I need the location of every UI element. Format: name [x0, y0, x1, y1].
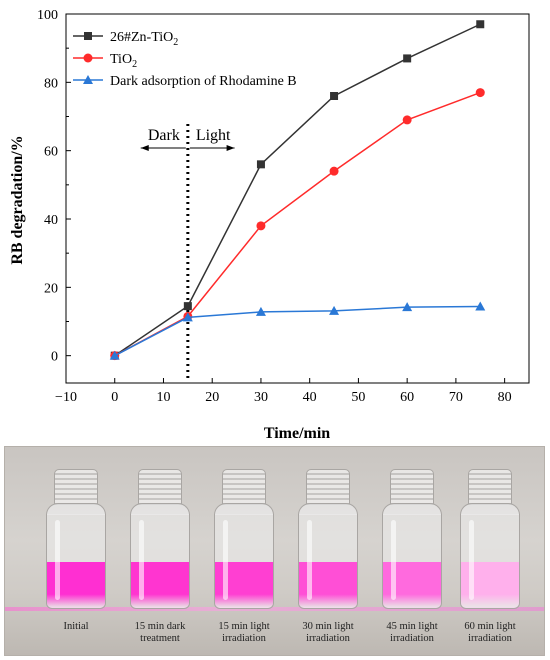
y-tick-label: 80 — [44, 76, 58, 91]
series-0-point — [330, 92, 339, 100]
vial-caption-line: irradiation — [222, 633, 266, 644]
vial-caption-line: Initial — [63, 621, 89, 632]
x-tick-label: 40 — [303, 390, 317, 405]
series-1-point — [329, 166, 339, 176]
x-tick-label: 10 — [156, 390, 170, 405]
y-tick-label: 60 — [44, 145, 58, 160]
vial-4 — [295, 469, 361, 609]
vial-body — [298, 514, 358, 609]
vial-caption-2: 15 min dark treatment — [118, 621, 202, 645]
vial-body — [46, 514, 106, 609]
vial-caption-line: irradiation — [390, 633, 434, 644]
vial-caption-line: 45 min light — [386, 621, 438, 632]
y-axis-label: RB degradation/% — [9, 135, 26, 264]
vial-body — [130, 514, 190, 609]
series-2-point — [255, 306, 266, 316]
vial-glint — [139, 520, 144, 600]
series-0-point — [256, 160, 265, 169]
vials-photo: Initial 15 min dark treatment 15 min light i… — [4, 446, 545, 656]
vial-body — [214, 514, 274, 609]
light-arrow-head — [226, 145, 235, 151]
vial-caption-line: treatment — [140, 633, 180, 644]
vial-caption-line: 15 min dark — [134, 621, 186, 632]
vial-6 — [457, 469, 523, 609]
vial-caption-line: irradiation — [306, 633, 350, 644]
vial-caption-4: 30 min light irradiation — [286, 621, 370, 645]
series-2-point — [329, 305, 340, 315]
plot-frame — [65, 13, 530, 384]
series-2-point — [475, 301, 486, 311]
pink-reflection — [5, 607, 544, 611]
vial-3 — [211, 469, 277, 609]
series-1-point — [256, 221, 266, 231]
series-0-point — [403, 54, 412, 63]
series-line-0 — [114, 23, 481, 357]
series-0-point — [183, 302, 192, 311]
vial-caption-1: Initial — [34, 621, 118, 633]
x-tick-label: 70 — [449, 390, 463, 405]
series-line-1 — [114, 91, 481, 357]
legend-label-1: TiO2 — [110, 52, 137, 70]
vial-caption-line: 15 min light — [218, 621, 270, 632]
y-tick-label: 40 — [44, 213, 58, 228]
x-tick-label: 80 — [498, 390, 512, 405]
x-tick-label: 50 — [351, 390, 365, 405]
x-axis-label: Time/min — [264, 425, 330, 442]
x-tick-label: −10 — [55, 390, 77, 405]
degradation-chart: −10 0 10 20 30 40 50 60 70 80 0 20 40 60 80 100 Dark Lig… — [9, 8, 530, 442]
legend-marker-0 — [84, 32, 92, 40]
dark-arrow-head — [140, 145, 149, 151]
chart-svg: −10 0 10 20 30 40 50 60 70 80 0 20 40 60 80 100 Dark Lig… — [9, 8, 530, 442]
vial-2 — [127, 469, 193, 609]
light-label: Light — [196, 127, 231, 144]
vial-caption-line: 60 min light — [464, 621, 516, 632]
dark-label: Dark — [148, 127, 180, 144]
legend-marker-2 — [83, 75, 93, 84]
legend-marker-1 — [83, 53, 93, 63]
vial-glint — [391, 520, 396, 600]
vial-1 — [43, 469, 109, 609]
series-2-point — [402, 302, 413, 312]
vial-glint — [55, 520, 60, 600]
vial-neck — [390, 469, 434, 505]
y-tick-label: 100 — [37, 8, 58, 23]
vial-caption-line: 30 min light — [302, 621, 354, 632]
series-line-2 — [114, 305, 481, 357]
vial-neck — [468, 469, 512, 505]
vial-neck — [54, 469, 98, 505]
legend-label-2: Dark adsorption of Rhodamine B — [110, 74, 297, 89]
vial-glint — [469, 520, 474, 600]
series-1-point — [475, 88, 485, 98]
vial-neck — [306, 469, 350, 505]
x-tick-label: 0 — [111, 390, 118, 405]
series-2-point — [182, 312, 193, 322]
vial-caption-5: 45 min light irradiation — [370, 621, 454, 645]
vial-body — [382, 514, 442, 609]
vial-glint — [307, 520, 312, 600]
x-tick-label: 30 — [254, 390, 268, 405]
vial-glint — [223, 520, 228, 600]
legend-label-0: 26#Zn-TiO2 — [110, 30, 178, 48]
vial-caption-3: 15 min light irradiation — [202, 621, 286, 645]
vial-caption-6: 60 min light irradiation — [448, 621, 532, 645]
vial-5 — [379, 469, 445, 609]
vial-caption-line: irradiation — [468, 633, 512, 644]
series-2-point — [109, 350, 120, 360]
x-tick-label: 20 — [205, 390, 219, 405]
vial-neck — [138, 469, 182, 505]
x-tick-label: 60 — [400, 390, 414, 405]
vial-neck — [222, 469, 266, 505]
y-tick-label: 20 — [44, 281, 58, 296]
series-0-point — [476, 20, 485, 29]
series-1-point — [402, 115, 412, 125]
y-tick-label: 0 — [51, 350, 58, 365]
vial-body — [460, 514, 520, 609]
